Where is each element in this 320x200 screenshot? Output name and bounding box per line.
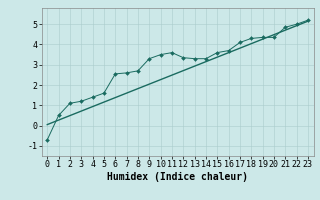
X-axis label: Humidex (Indice chaleur): Humidex (Indice chaleur) bbox=[107, 172, 248, 182]
